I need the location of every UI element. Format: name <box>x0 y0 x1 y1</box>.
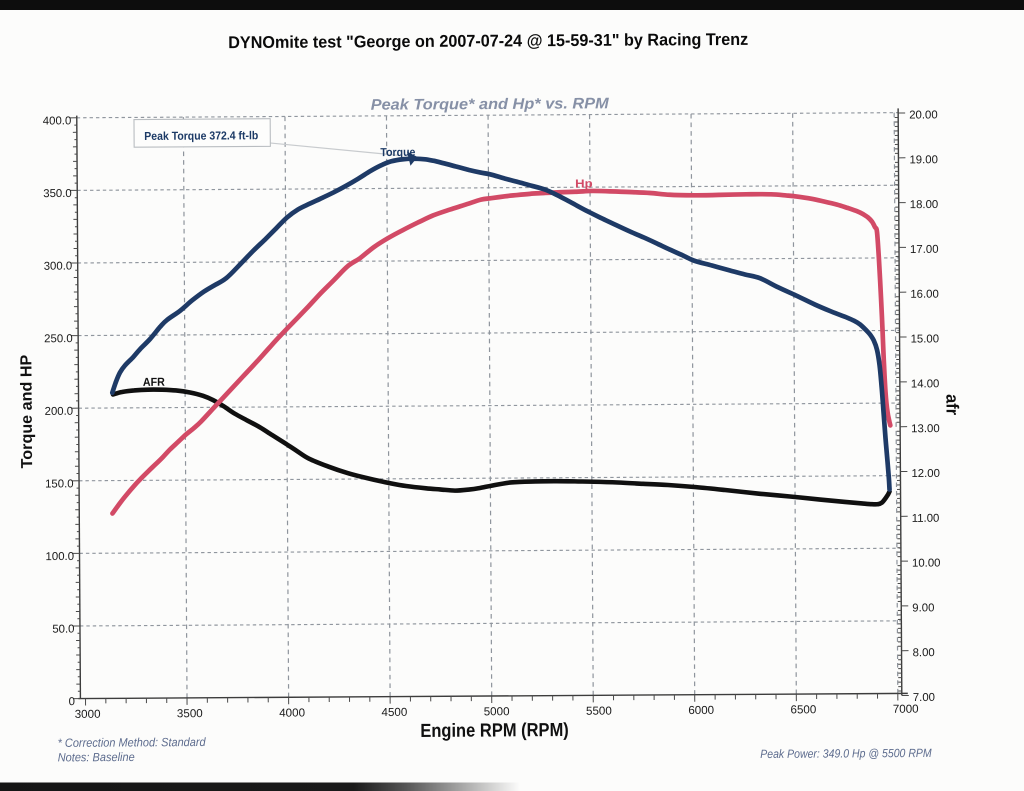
svg-text:0: 0 <box>69 696 75 708</box>
svg-text:150.0: 150.0 <box>45 478 74 490</box>
svg-text:3000: 3000 <box>75 708 101 721</box>
svg-text:3500: 3500 <box>177 707 203 720</box>
svg-text:* Correction Method: Standard: * Correction Method: Standard <box>58 735 206 750</box>
svg-text:Torque: Torque <box>380 146 416 159</box>
svg-text:20.00: 20.00 <box>909 109 938 121</box>
svg-text:250.0: 250.0 <box>44 333 73 345</box>
svg-text:11.00: 11.00 <box>912 513 940 525</box>
svg-text:Notes: Baseline: Notes: Baseline <box>58 750 135 764</box>
svg-text:13.00: 13.00 <box>911 423 940 435</box>
svg-text:Torque and HP: Torque and HP <box>18 354 36 468</box>
svg-text:4500: 4500 <box>381 706 407 719</box>
svg-text:5500: 5500 <box>586 705 612 718</box>
svg-text:400.0: 400.0 <box>43 115 72 127</box>
svg-text:Hp: Hp <box>575 177 593 190</box>
svg-text:Peak Torque* and Hp* vs. RPM: Peak Torque* and Hp* vs. RPM <box>371 95 610 114</box>
svg-text:4000: 4000 <box>279 706 305 719</box>
svg-text:50.0: 50.0 <box>52 624 74 636</box>
svg-text:17.00: 17.00 <box>910 244 939 256</box>
svg-text:10.00: 10.00 <box>912 557 941 569</box>
svg-text:DYNOmite test "George on 2007-: DYNOmite test "George on 2007-07-24 @ 15… <box>228 30 748 52</box>
svg-text:8.00: 8.00 <box>913 647 935 659</box>
svg-text:6000: 6000 <box>688 704 714 717</box>
svg-text:15.00: 15.00 <box>911 333 940 345</box>
svg-text:afr: afr <box>942 394 962 415</box>
svg-text:9.00: 9.00 <box>912 602 934 614</box>
svg-text:100.0: 100.0 <box>45 551 74 563</box>
svg-text:6500: 6500 <box>790 703 816 716</box>
svg-text:Peak Torque 372.4 ft-lb: Peak Torque 372.4 ft-lb <box>144 129 258 143</box>
svg-text:300.0: 300.0 <box>44 261 73 273</box>
svg-text:7.00: 7.00 <box>913 692 935 704</box>
svg-text:18.00: 18.00 <box>910 199 939 211</box>
svg-text:14.00: 14.00 <box>911 378 940 390</box>
svg-text:7000: 7000 <box>893 703 919 716</box>
svg-text:AFR: AFR <box>143 376 166 389</box>
svg-text:350.0: 350.0 <box>43 188 72 200</box>
svg-text:19.00: 19.00 <box>909 154 938 166</box>
svg-text:Peak Power: 349.0 Hp @ 5500 RP: Peak Power: 349.0 Hp @ 5500 RPM <box>760 746 932 761</box>
svg-text:16.00: 16.00 <box>910 289 939 301</box>
svg-text:12.00: 12.00 <box>911 468 940 480</box>
svg-text:200.0: 200.0 <box>45 406 74 418</box>
svg-text:5000: 5000 <box>484 705 510 718</box>
svg-text:Engine RPM (RPM): Engine RPM (RPM) <box>420 720 569 742</box>
